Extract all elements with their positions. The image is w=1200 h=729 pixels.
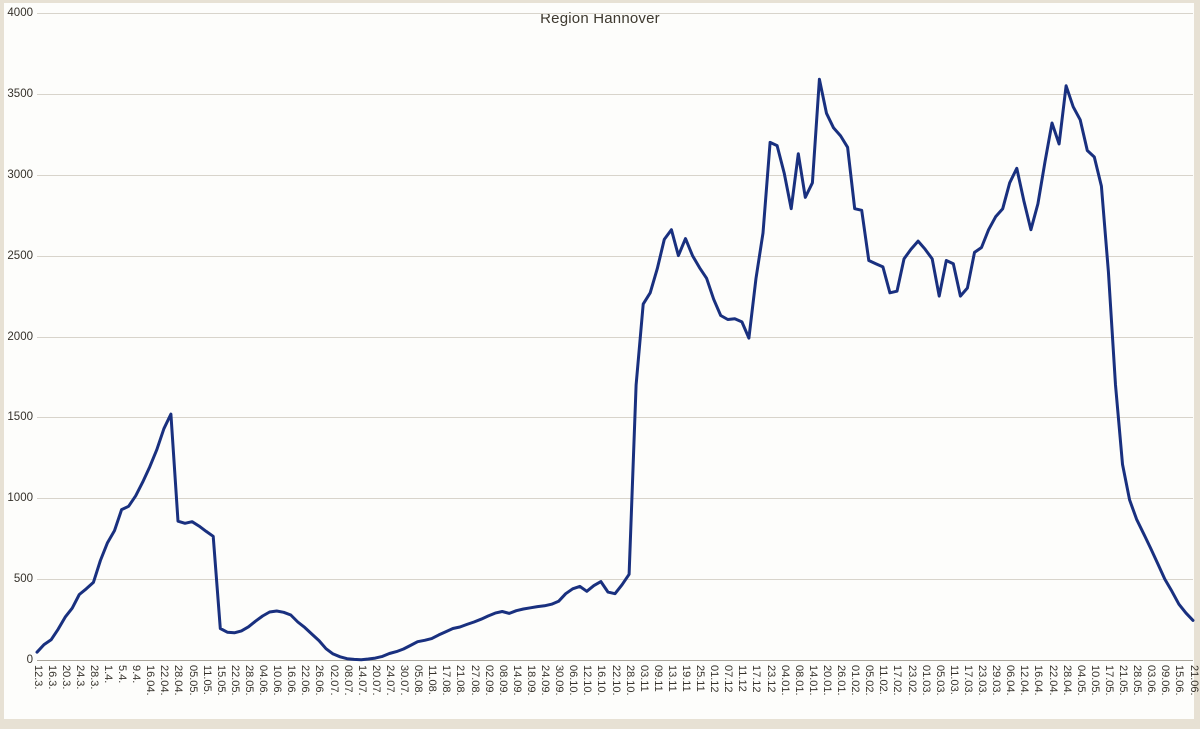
y-axis-tick-label: 3500 <box>7 88 33 100</box>
gridline-3000 <box>37 175 1193 176</box>
chart-title: Region Hannover <box>540 10 660 27</box>
gridline-1000 <box>37 498 1193 499</box>
gridline-2500 <box>37 256 1193 257</box>
y-axis-tick-label: 3000 <box>7 169 33 181</box>
gridline-3500 <box>37 94 1193 95</box>
gridline-1500 <box>37 417 1193 418</box>
y-axis-tick-label: 2500 <box>7 250 33 262</box>
plot-area <box>4 3 1194 719</box>
series-line <box>35 77 1195 662</box>
gridline-500 <box>37 579 1193 580</box>
y-axis-tick-label: 2000 <box>7 331 33 343</box>
y-axis-tick-label: 4000 <box>7 7 33 19</box>
gridline-0 <box>37 660 1193 661</box>
gridline-4000 <box>37 13 1193 14</box>
y-axis-tick-label: 1500 <box>7 411 33 423</box>
y-axis-tick-label: 500 <box>13 573 33 585</box>
gridline-2000 <box>37 337 1193 338</box>
y-axis-tick-label: 1000 <box>7 492 33 504</box>
y-axis-tick-label: 0 <box>26 654 33 666</box>
